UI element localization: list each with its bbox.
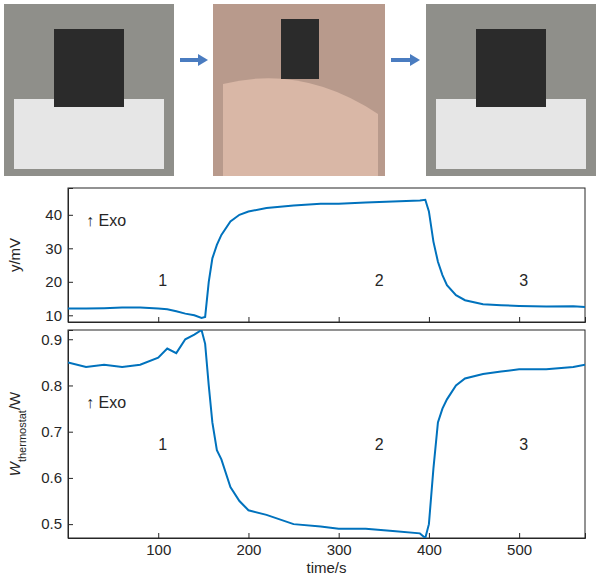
x-tick-mark (248, 317, 249, 322)
annotation: 2 (375, 272, 384, 289)
y-tick-mark (68, 248, 73, 249)
y-axis: 10 20 30 40 (45, 189, 73, 324)
x-tick-mark (519, 533, 520, 538)
x-tick-label: 100 (146, 541, 171, 558)
y-tick: 20 (45, 273, 73, 290)
x-tick (519, 317, 520, 322)
x-tick: 400 (417, 533, 442, 558)
y-axis-title: y/mV (6, 238, 23, 272)
y-axis-title: Wthermostat/W (6, 391, 28, 476)
photo-sensor (54, 29, 124, 107)
series-line (68, 330, 585, 538)
y-axis-title-part: /W (6, 391, 23, 410)
y-tick: 0.6 (41, 469, 73, 486)
x-tick-mark (519, 317, 520, 322)
x-axis (69, 317, 586, 323)
x-tick: 500 (507, 533, 532, 558)
annotation: 1 (158, 272, 167, 289)
photo-hand (223, 78, 378, 176)
y-axis-line (69, 189, 74, 323)
x-tick-label: 200 (236, 541, 261, 558)
x-tick: 100 (146, 533, 171, 558)
x-tick-label: 500 (507, 541, 532, 558)
x-axis-line (69, 317, 586, 323)
y-tick: 0.9 (41, 331, 73, 348)
photo-background (426, 4, 596, 176)
x-tick (248, 317, 249, 322)
y-tick-mark (68, 282, 73, 283)
x-tick (339, 317, 340, 322)
plot-frame (68, 188, 585, 322)
y-tick: 30 (45, 240, 73, 257)
series-line (68, 200, 585, 318)
photo-sensor (476, 29, 546, 107)
x-tick: 300 (327, 533, 352, 558)
y-tick-label: 0.8 (41, 377, 62, 394)
y-tick-label: 0.5 (41, 515, 62, 532)
photo-background (4, 4, 174, 176)
plot-area (68, 330, 585, 538)
y-tick-mark (68, 524, 73, 525)
x-tick: 200 (236, 533, 261, 558)
annotation: 2 (375, 436, 384, 453)
x-tick-label: 300 (327, 541, 352, 558)
y-tick-mark (68, 432, 73, 433)
y-tick-label: 0.9 (41, 331, 62, 348)
arrow-head (410, 54, 420, 66)
arrow-shaft (180, 58, 200, 62)
y-tick-mark (68, 215, 73, 216)
photo-block (14, 99, 164, 169)
figure: 10 20 30 40 ↑ Exo 1 2 3 y/mV 100 200 300 400 500 0.5 0.… (0, 0, 600, 579)
y-tick-label: 10 (45, 307, 62, 324)
x-axis-title: time/s (306, 559, 346, 576)
y-tick: 0.8 (41, 377, 73, 394)
plot-area (68, 200, 585, 318)
x-axis-line (69, 533, 586, 539)
plot-frame (68, 330, 585, 538)
annotation: ↑ Exo (86, 212, 126, 229)
x-tick-label: 400 (417, 541, 442, 558)
annotation: 3 (519, 436, 528, 453)
photo-block (436, 99, 586, 169)
photo (426, 4, 596, 176)
x-tick (429, 317, 430, 322)
arrow-head (198, 54, 208, 66)
y-tick-label: 0.6 (41, 469, 62, 486)
photo (4, 4, 174, 176)
photo-sensor (281, 19, 319, 79)
arrow-shaft (391, 58, 412, 62)
x-tick-mark (158, 317, 159, 322)
x-tick-mark (158, 533, 159, 538)
y-tick-label: 30 (45, 240, 62, 257)
y-tick: 0.7 (41, 423, 73, 440)
y-tick: 40 (45, 206, 73, 223)
y-tick-mark (68, 315, 73, 316)
y-tick-label: 40 (45, 206, 62, 223)
y-axis-title-part: thermostat (16, 410, 28, 462)
y-tick-mark (68, 339, 73, 340)
x-tick-mark (339, 317, 340, 322)
x-tick (158, 317, 159, 322)
x-tick-mark (248, 533, 249, 538)
photos (4, 4, 596, 176)
photo (213, 4, 385, 176)
annotation: 1 (158, 436, 167, 453)
x-tick-mark (429, 317, 430, 322)
annotation: 3 (519, 272, 528, 289)
y-tick-mark (68, 478, 73, 479)
y-tick-label: 20 (45, 273, 62, 290)
photo-background (213, 4, 385, 176)
annotation: ↑ Exo (86, 394, 126, 411)
x-axis: 100 200 300 400 500 (69, 533, 586, 558)
x-tick-mark (339, 533, 340, 538)
y-tick: 0.5 (41, 515, 73, 532)
chart: 100 200 300 400 500 0.5 0.6 0.7 0.8 0.9 ↑ Exo 1 2 3 Wt… (6, 330, 586, 576)
chart: 10 20 30 40 ↑ Exo 1 2 3 y/mV (6, 188, 586, 324)
x-tick-mark (429, 533, 430, 538)
y-tick-mark (68, 385, 73, 386)
y-tick-label: 0.7 (41, 423, 62, 440)
